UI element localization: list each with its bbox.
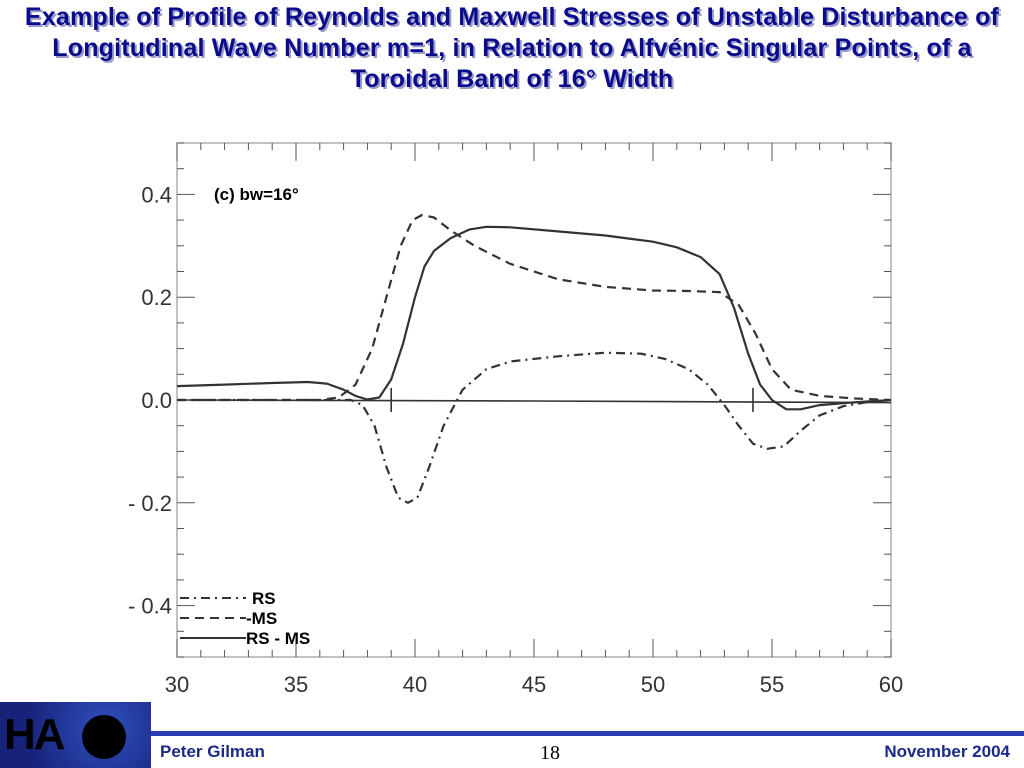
series-layer xyxy=(176,213,892,504)
panel-annotation: (c) bw=16° xyxy=(214,185,299,204)
y-tick-label: 0.4 xyxy=(141,182,172,207)
y-tick-label: 0.0 xyxy=(141,388,172,413)
legend-label: RS - MS xyxy=(246,629,310,648)
series-line-solid xyxy=(176,225,892,411)
series-line-dashdot xyxy=(177,351,892,504)
series-line-dashed xyxy=(177,213,892,402)
hao-logo: HA xyxy=(0,702,151,768)
legend-label: -MS xyxy=(246,609,277,628)
slide-title: Example of Profile of Reynolds and Maxwe… xyxy=(24,3,1000,93)
x-tick-label: 35 xyxy=(284,672,308,697)
footer-date: November 2004 xyxy=(884,742,1010,761)
singular-point-marks xyxy=(390,388,754,412)
footer-rule xyxy=(151,731,1024,736)
logo-circle-icon xyxy=(82,715,126,759)
page-number: 18 xyxy=(540,742,560,764)
x-tick-label: 30 xyxy=(165,672,189,697)
logo-text: HA xyxy=(4,710,66,759)
footer-author: Peter Gilman xyxy=(160,742,265,761)
x-tick-label: 60 xyxy=(879,672,903,697)
axis-ticks: 30 35 40 45 50 55 60 0.4 0.2 0.0 - 0.2 - 0.4 xyxy=(128,142,903,697)
x-tick-label: 40 xyxy=(403,672,427,697)
y-tick-label: - 0.2 xyxy=(128,491,172,516)
x-tick-label: 55 xyxy=(760,672,784,697)
series-line-solid_thin xyxy=(176,399,892,404)
y-tick-label: 0.2 xyxy=(141,285,172,310)
x-tick-label: 50 xyxy=(641,672,665,697)
x-tick-label: 45 xyxy=(522,672,546,697)
legend-label: RS xyxy=(252,589,276,608)
y-tick-label: - 0.4 xyxy=(128,594,172,619)
